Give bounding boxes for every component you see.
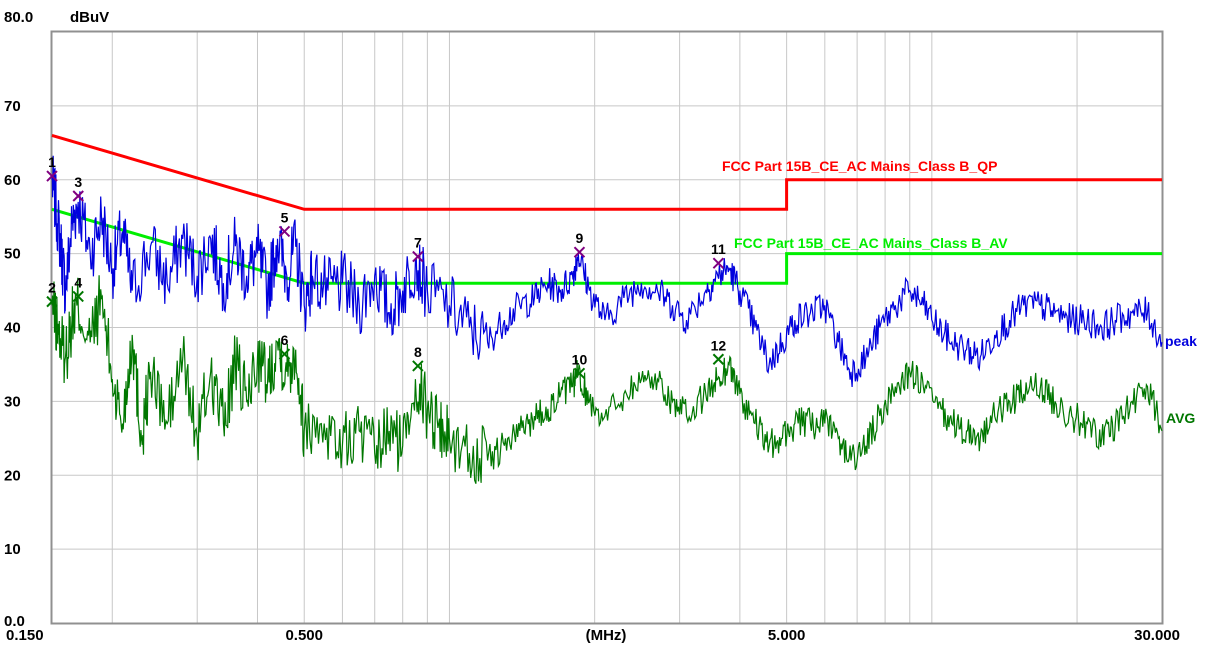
marker-9: 9 <box>573 230 586 258</box>
legend-av-limit: FCC Part 15B_CE_AC Mains_Class B_AV <box>734 235 1008 251</box>
marker-label: 4 <box>74 274 82 290</box>
y-tick-label: 0.0 <box>4 613 25 630</box>
x-tick-label: 5.000 <box>768 627 806 644</box>
marker-cross <box>712 257 725 269</box>
y-axis-label: dBuV <box>70 9 109 26</box>
marker-label: 2 <box>48 280 56 296</box>
y-tick-label: 50 <box>4 246 21 263</box>
marker-label: 5 <box>281 209 289 225</box>
marker-cross <box>72 290 84 303</box>
marker-cross <box>278 225 291 238</box>
y-tick-label: 70 <box>4 98 21 115</box>
marker-cross <box>46 295 58 308</box>
x-tick-label: 30.000 <box>1134 627 1180 644</box>
marker-cross <box>278 348 291 360</box>
measurement-traces <box>51 155 1163 484</box>
marker-label: 3 <box>74 174 82 190</box>
marker-cross <box>412 360 424 372</box>
marker-8: 8 <box>412 344 424 372</box>
avg-trace <box>51 275 1163 484</box>
marker-4: 4 <box>72 274 84 303</box>
marker-6: 6 <box>278 332 291 360</box>
x-tick-label: 0.150 <box>6 627 44 644</box>
marker-label: 10 <box>572 351 588 367</box>
y-tick-label: 10 <box>4 541 21 558</box>
marker-label: 6 <box>281 332 289 348</box>
legend-peak: peak <box>1165 333 1197 349</box>
marker-label: 1 <box>48 154 56 170</box>
marker-10: 10 <box>572 351 588 380</box>
x-axis-label: (MHz) <box>586 627 627 644</box>
marker-label: 12 <box>711 337 727 353</box>
y-tick-label: 40 <box>4 320 21 337</box>
marker-cross <box>712 353 725 365</box>
marker-7: 7 <box>412 235 424 263</box>
grid <box>52 32 1162 623</box>
legend-qp-limit: FCC Part 15B_CE_AC Mains_Class B_QP <box>722 158 997 174</box>
marker-1: 1 <box>46 154 58 182</box>
peak-trace <box>51 155 1163 388</box>
marker-label: 11 <box>711 241 726 257</box>
marker-cross <box>72 190 84 202</box>
marker-12: 12 <box>711 337 727 365</box>
y-tick-label: 80.0 <box>4 9 33 26</box>
marker-5: 5 <box>278 209 291 238</box>
marker-cross <box>46 170 58 182</box>
marker-2: 2 <box>46 280 58 308</box>
marker-label: 7 <box>414 235 422 251</box>
marker-11: 11 <box>711 241 726 269</box>
marker-cross <box>573 246 586 258</box>
x-tick-label: 0.500 <box>285 627 323 644</box>
y-tick-label: 20 <box>4 467 21 484</box>
legend-avg: AVG <box>1166 410 1195 426</box>
marker-3: 3 <box>72 174 84 202</box>
plot-frame <box>50 30 1164 625</box>
axis-ticks: 0.0 10 20 30 40 50 60 70 80.0 0.150 0.500 5.000 30.0… <box>4 9 1180 644</box>
marker-cross <box>412 250 424 263</box>
marker-label: 9 <box>576 230 584 246</box>
y-tick-label: 30 <box>4 393 21 410</box>
line-labels: FCC Part 15B_CE_AC Mains_Class B_QP FCC … <box>722 158 1197 426</box>
marker-cross <box>573 367 586 380</box>
y-tick-label: 60 <box>4 172 21 189</box>
qp-limit-line <box>51 133 1162 211</box>
marker-label: 8 <box>414 344 422 360</box>
